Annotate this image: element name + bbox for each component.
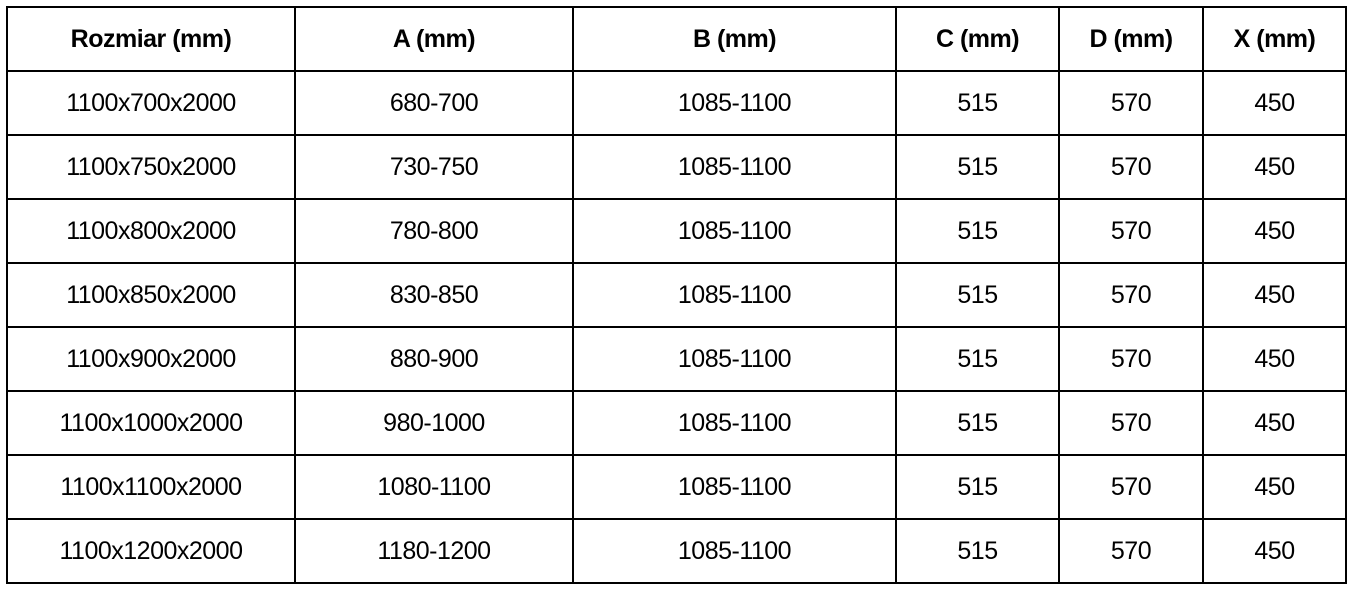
table-row: 1100x1100x2000 1080-1100 1085-1100 515 570 45… [6, 454, 1347, 520]
header-row: Rozmiar (mm) A (mm) B (mm) C (mm) D (mm) X (m… [6, 6, 1347, 72]
table-cell: 450 [1202, 518, 1347, 584]
table-row: 1100x800x2000 780-800 1085-1100 515 570 450 [6, 198, 1347, 264]
table-cell: 515 [895, 518, 1060, 584]
table-cell: 1085-1100 [572, 454, 897, 520]
table-cell: 1085-1100 [572, 518, 897, 584]
table-cell: 515 [895, 134, 1060, 200]
table-cell: 450 [1202, 390, 1347, 456]
table-cell: 1085-1100 [572, 390, 897, 456]
column-header: X (mm) [1202, 6, 1347, 72]
table-cell: 1100x700x2000 [6, 70, 296, 136]
table-cell: 450 [1202, 70, 1347, 136]
table-cell: 450 [1202, 454, 1347, 520]
table-cell: 730-750 [294, 134, 574, 200]
column-header: A (mm) [294, 6, 574, 72]
table-row: 1100x700x2000 680-700 1085-1100 515 570 450 [6, 70, 1347, 136]
table-cell: 980-1000 [294, 390, 574, 456]
table-cell: 1100x800x2000 [6, 198, 296, 264]
table-cell: 1100x750x2000 [6, 134, 296, 200]
table-cell: 450 [1202, 262, 1347, 328]
table-cell: 1100x1000x2000 [6, 390, 296, 456]
table-cell: 570 [1058, 518, 1204, 584]
column-header: C (mm) [895, 6, 1060, 72]
table-cell: 1085-1100 [572, 70, 897, 136]
table-cell: 1100x1100x2000 [6, 454, 296, 520]
table-cell: 570 [1058, 70, 1204, 136]
table-cell: 450 [1202, 134, 1347, 200]
table-cell: 780-800 [294, 198, 574, 264]
table-cell: 1080-1100 [294, 454, 574, 520]
table-cell: 515 [895, 70, 1060, 136]
table-cell: 1100x900x2000 [6, 326, 296, 392]
table-row: 1100x750x2000 730-750 1085-1100 515 570 450 [6, 134, 1347, 200]
column-header: B (mm) [572, 6, 897, 72]
table-cell: 1100x1200x2000 [6, 518, 296, 584]
table-cell: 1085-1100 [572, 326, 897, 392]
column-header: Rozmiar (mm) [6, 6, 296, 72]
table-cell: 450 [1202, 326, 1347, 392]
table-row: 1100x1200x2000 1180-1200 1085-1100 515 570 45… [6, 518, 1347, 584]
table-row: 1100x900x2000 880-900 1085-1100 515 570 450 [6, 326, 1347, 392]
table-cell: 570 [1058, 390, 1204, 456]
table-cell: 570 [1058, 198, 1204, 264]
table-cell: 1100x850x2000 [6, 262, 296, 328]
table-cell: 680-700 [294, 70, 574, 136]
table-cell: 515 [895, 262, 1060, 328]
table-row: 1100x850x2000 830-850 1085-1100 515 570 450 [6, 262, 1347, 328]
table-cell: 570 [1058, 134, 1204, 200]
column-header: D (mm) [1058, 6, 1204, 72]
table-cell: 450 [1202, 198, 1347, 264]
table-cell: 1085-1100 [572, 262, 897, 328]
table-cell: 515 [895, 454, 1060, 520]
table-cell: 570 [1058, 326, 1204, 392]
table-cell: 515 [895, 326, 1060, 392]
table-row: 1100x1000x2000 980-1000 1085-1100 515 570 450 [6, 390, 1347, 456]
table-cell: 880-900 [294, 326, 574, 392]
table-cell: 570 [1058, 454, 1204, 520]
table-cell: 515 [895, 198, 1060, 264]
table-cell: 1085-1100 [572, 198, 897, 264]
dimensions-table: Rozmiar (mm) A (mm) B (mm) C (mm) D (mm) X (m… [6, 6, 1347, 584]
table-cell: 1180-1200 [294, 518, 574, 584]
table-cell: 515 [895, 390, 1060, 456]
table-cell: 830-850 [294, 262, 574, 328]
table-cell: 570 [1058, 262, 1204, 328]
table-cell: 1085-1100 [572, 134, 897, 200]
